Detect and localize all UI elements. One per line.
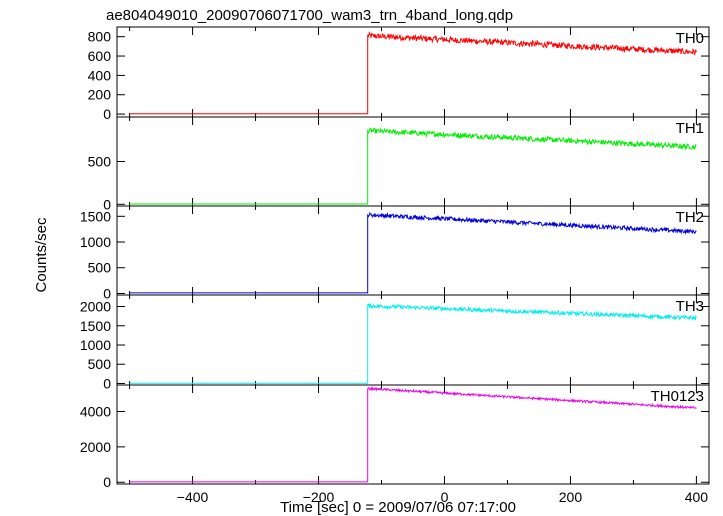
series-line-th2 — [129, 211, 697, 294]
panel-frame — [116, 294, 710, 386]
x-tick-label: −400 — [177, 489, 209, 505]
y-axis-label: Counts/sec — [33, 217, 50, 293]
panel-th0: 0 200 400 600 800 TH0 — [88, 26, 710, 122]
panels: 0 200 400 600 800 TH0 0 500 TH1 0 500 1000 1500 TH2 0 5… — [80, 26, 710, 505]
panel-label: TH3 — [676, 298, 704, 315]
panel-th0123: 0 2000 4000 TH0123 — [80, 384, 710, 490]
y-tick-label: 0 — [103, 285, 111, 301]
panel-th1: 0 500 TH1 — [88, 116, 710, 212]
y-tick-label: 400 — [88, 67, 112, 83]
panel-label: TH1 — [676, 120, 704, 137]
x-tick-label: 200 — [559, 489, 583, 505]
panel-label: TH2 — [676, 209, 704, 226]
panel-frame — [116, 384, 710, 485]
series-line-th0123 — [129, 386, 697, 483]
y-tick-label: 4000 — [80, 404, 111, 420]
panel-th2: 0 500 1000 1500 TH2 — [80, 205, 710, 301]
y-tick-label: 2000 — [80, 439, 111, 455]
y-tick-label: 2000 — [80, 299, 111, 315]
y-tick-label: 0 — [103, 474, 111, 490]
y-tick-label: 0 — [103, 106, 111, 122]
y-tick-label: 1000 — [80, 337, 111, 353]
y-tick-label: 600 — [88, 48, 112, 64]
y-tick-label: 200 — [88, 87, 112, 103]
y-tick-label: 0 — [103, 196, 111, 212]
y-tick-label: 500 — [88, 260, 112, 276]
y-tick-label: 800 — [88, 29, 112, 45]
chart-title: ae804049010_20090706071700_wam3_trn_4ban… — [106, 7, 513, 24]
x-tick-label: 400 — [685, 489, 709, 505]
y-tick-label: 1000 — [80, 234, 111, 250]
y-tick-label: 500 — [88, 154, 112, 170]
series-line-th0 — [129, 31, 697, 115]
panel-label: TH0123 — [651, 388, 704, 405]
panel-frame — [116, 116, 710, 207]
panel-frame — [116, 26, 710, 118]
y-tick-label: 0 — [103, 375, 111, 391]
x-axis-label: Time [sec] 0 = 2009/07/06 07:17:00 — [280, 499, 516, 516]
x-tick-label: −200 — [303, 489, 335, 505]
y-tick-label: 1500 — [80, 318, 111, 334]
series-line-th1 — [129, 127, 697, 205]
series-line-th3 — [129, 302, 697, 384]
panel-th3: 0 500 1000 1500 2000 TH3 — [80, 294, 710, 391]
y-tick-label: 1500 — [80, 208, 111, 224]
panel-label: TH0 — [676, 30, 704, 47]
x-tick-label: 0 — [441, 489, 449, 505]
y-tick-label: 500 — [88, 356, 112, 372]
